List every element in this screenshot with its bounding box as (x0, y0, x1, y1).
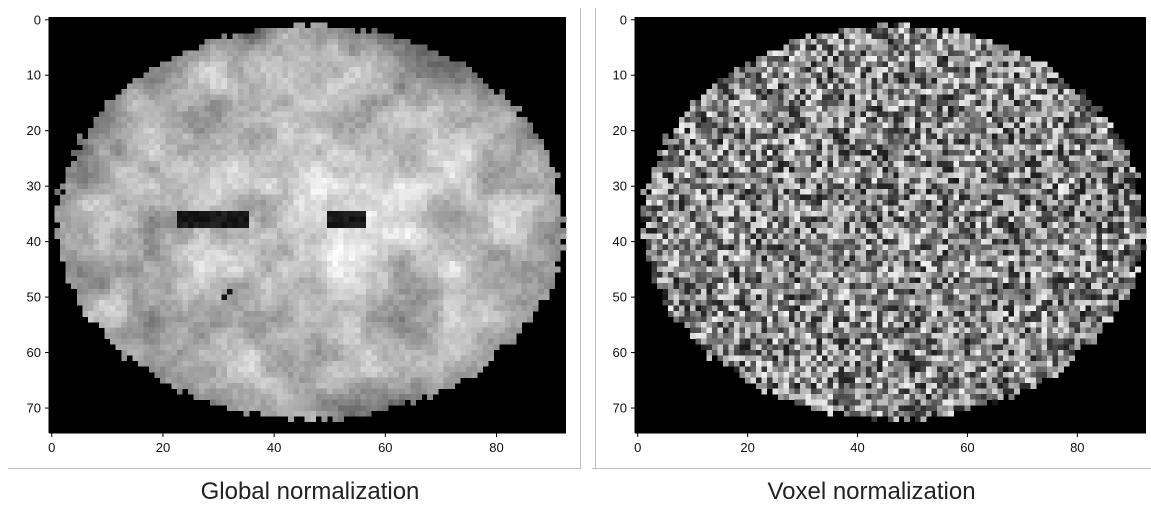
global-normalization-plot: 0 10 20 30 40 50 60 70 0 20 40 60 80 (27, 12, 567, 455)
panel-global: 0 10 20 30 40 50 60 70 0 20 40 60 80 (0, 0, 582, 470)
caption-global: Global normalization (200, 478, 420, 505)
x-tick-label: 20 (740, 440, 754, 455)
panel-right-border (580, 8, 581, 469)
y-tick-label: 50 (613, 290, 627, 305)
y-tick-label: 0 (34, 12, 41, 27)
panel-voxel: 0 10 20 30 40 50 60 70 0 20 40 60 80 (592, 0, 1151, 470)
x-tick-label: 60 (960, 440, 974, 455)
x-tick-label: 0 (48, 440, 55, 455)
voxel-image (54, 22, 567, 423)
panel-left-border (595, 8, 596, 469)
y-tick-label: 20 (27, 123, 41, 138)
panel-bottom-border (592, 468, 1151, 469)
y-tick-label: 60 (613, 345, 627, 360)
x-tick-label: 40 (267, 440, 281, 455)
voxel-image (640, 22, 1147, 423)
y-tick-label: 50 (27, 290, 41, 305)
y-tick-label: 10 (613, 68, 627, 83)
y-tick-label: 10 (27, 68, 41, 83)
y-tick-label: 30 (27, 179, 41, 194)
x-tick-label: 80 (1070, 440, 1084, 455)
x-tick-label: 60 (378, 440, 392, 455)
x-tick-label: 80 (489, 440, 503, 455)
caption-voxel: Voxel normalization (767, 478, 976, 505)
x-tick-label: 0 (634, 440, 641, 455)
y-tick-label: 70 (27, 401, 41, 416)
y-tick-label: 30 (613, 179, 627, 194)
y-tick-label: 20 (613, 123, 627, 138)
voxel-normalization-plot: 0 10 20 30 40 50 60 70 0 20 40 60 80 (613, 12, 1147, 455)
y-tick-label: 40 (27, 234, 41, 249)
y-tick-label: 40 (613, 234, 627, 249)
y-tick-label: 70 (613, 401, 627, 416)
panel-bottom-border (8, 468, 580, 469)
x-tick-label: 20 (156, 440, 170, 455)
x-tick-label: 40 (850, 440, 864, 455)
y-tick-label: 0 (620, 12, 627, 27)
y-tick-label: 60 (27, 345, 41, 360)
